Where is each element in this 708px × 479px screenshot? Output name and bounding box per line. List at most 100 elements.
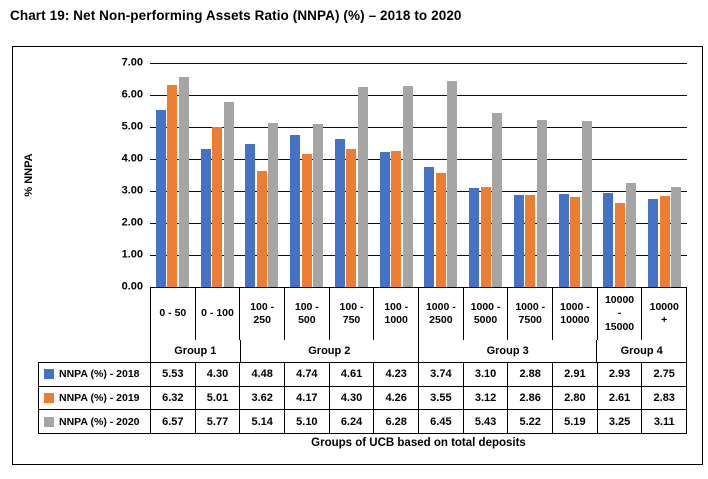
bar bbox=[626, 183, 637, 287]
value-cell: 4.74 bbox=[285, 363, 330, 386]
bar-group bbox=[419, 63, 464, 287]
bar-group bbox=[329, 63, 374, 287]
table-row: NNPA (%) - 2018 5.53 4.30 4.48 4.74 4.61 4.23 3… bbox=[39, 363, 686, 387]
y-tick-label: 5.00 bbox=[121, 120, 143, 133]
value-cell: 5.77 bbox=[196, 410, 241, 434]
data-table: NNPA (%) - 2018 5.53 4.30 4.48 4.74 4.61 4.23 3… bbox=[38, 362, 687, 434]
bar bbox=[155, 110, 166, 287]
category-axis-table: 0 - 50 0 - 100 100 - 250 100 - 500 100 - 750… bbox=[150, 288, 687, 362]
table-row: NNPA (%) - 2019 6.32 5.01 3.62 4.17 4.30 4.26 3… bbox=[39, 386, 686, 411]
bar bbox=[492, 113, 503, 287]
group-cell: Group 1 bbox=[151, 340, 241, 362]
bar bbox=[558, 194, 569, 287]
value-cell: 6.24 bbox=[330, 410, 375, 434]
value-cell: 2.75 bbox=[653, 368, 675, 381]
value-cell: 3.12 bbox=[464, 386, 509, 410]
value-cell: 4.23 bbox=[374, 363, 420, 386]
value-cell: 2.86 bbox=[508, 386, 554, 410]
value-cell: 3.74 bbox=[419, 363, 464, 386]
table-row: NNPA (%) - 2020 6.57 5.77 5.14 5.10 6.24 6.28 6… bbox=[39, 410, 686, 434]
value-cell: 4.17 bbox=[285, 386, 330, 410]
value-cell: 2.83 bbox=[653, 392, 675, 404]
grid-line bbox=[150, 95, 687, 96]
bar bbox=[424, 167, 435, 287]
value-cell: 3.62 bbox=[240, 386, 286, 410]
legend-label: NNPA (%) - 2020 bbox=[59, 415, 140, 428]
value-cell: 6.32 bbox=[151, 386, 196, 410]
bar bbox=[581, 121, 592, 287]
category-cell: 10000 + bbox=[649, 300, 679, 326]
category-cell: 1000 - 2500 bbox=[419, 288, 464, 340]
y-tick-label: 6.00 bbox=[121, 88, 143, 101]
bar-group bbox=[195, 63, 240, 287]
category-cell: 100 - 500 bbox=[285, 288, 330, 340]
value-cell: 2.61 bbox=[598, 386, 643, 410]
value-cell: 5.19 bbox=[553, 410, 598, 434]
bar bbox=[570, 197, 581, 287]
bar bbox=[301, 154, 312, 287]
bar bbox=[402, 86, 413, 287]
y-tick-label: 1.00 bbox=[121, 248, 143, 261]
bar-group bbox=[598, 63, 643, 287]
legend-label: NNPA (%) - 2018 bbox=[59, 368, 140, 381]
bar bbox=[313, 124, 324, 287]
legend-key-swatch bbox=[44, 369, 54, 380]
category-cell: 100 - 1000 bbox=[374, 288, 420, 340]
value-cell: 5.43 bbox=[464, 410, 509, 434]
bar bbox=[256, 171, 267, 287]
y-tick-label: 4.00 bbox=[121, 152, 143, 165]
y-tick-label: 2.00 bbox=[121, 216, 143, 229]
category-cell: 0 - 100 bbox=[196, 288, 241, 340]
bar bbox=[346, 149, 357, 287]
value-cell: 3.11 bbox=[653, 415, 675, 428]
chart-title: Chart 19: Net Non-performing Assets Rati… bbox=[10, 8, 462, 23]
bar bbox=[334, 139, 345, 287]
bar bbox=[391, 151, 402, 287]
category-cell: 0 - 50 bbox=[151, 288, 196, 340]
value-cell: 3.55 bbox=[419, 386, 464, 410]
category-cell: 100 - 250 bbox=[240, 288, 286, 340]
group-cell: Group 4 bbox=[620, 345, 663, 357]
bar bbox=[178, 77, 189, 287]
value-cell: 2.88 bbox=[508, 363, 554, 386]
legend-key-swatch bbox=[44, 393, 54, 403]
y-tick-label: 0.00 bbox=[121, 280, 143, 293]
y-axis-tick-labels: 0.00 1.00 2.00 3.00 4.00 5.00 6.00 7.00 bbox=[13, 47, 143, 307]
category-cell: 10000 - 15000 bbox=[598, 288, 643, 340]
bar bbox=[379, 152, 390, 287]
value-cell: 5.10 bbox=[285, 410, 330, 434]
value-cell: 2.93 bbox=[598, 363, 643, 386]
category-cell: 1000 - 7500 bbox=[508, 288, 554, 340]
bar bbox=[290, 135, 301, 287]
value-cell: 6.45 bbox=[419, 410, 464, 434]
legend-cell: NNPA (%) - 2018 bbox=[39, 363, 151, 386]
value-cell: 5.22 bbox=[508, 410, 554, 434]
legend-cell: NNPA (%) - 2019 bbox=[39, 386, 151, 410]
bar bbox=[357, 87, 368, 287]
grid-line bbox=[150, 191, 687, 192]
y-tick-label: 7.00 bbox=[121, 56, 143, 69]
grid-line bbox=[150, 159, 687, 160]
bar-group bbox=[240, 63, 285, 287]
bar bbox=[648, 199, 659, 287]
bar-group bbox=[553, 63, 598, 287]
grid-line bbox=[150, 223, 687, 224]
value-cell: 5.53 bbox=[151, 363, 196, 386]
value-cell: 2.91 bbox=[553, 363, 598, 386]
value-cell: 4.30 bbox=[196, 363, 241, 386]
bar-group bbox=[508, 63, 553, 287]
y-tick-label: 3.00 bbox=[121, 184, 143, 197]
bar bbox=[536, 120, 547, 287]
grid-line bbox=[150, 63, 687, 64]
bar bbox=[525, 195, 536, 287]
value-cell: 4.48 bbox=[240, 363, 286, 386]
bar-group bbox=[284, 63, 329, 287]
group-label-row: Group 1 Group 2 Group 3 Group 4 bbox=[151, 340, 686, 362]
bar bbox=[603, 193, 614, 287]
bar bbox=[480, 187, 491, 287]
bar-group bbox=[642, 63, 687, 287]
bar bbox=[659, 196, 670, 287]
bar-group bbox=[463, 63, 508, 287]
bar-group bbox=[150, 63, 195, 287]
